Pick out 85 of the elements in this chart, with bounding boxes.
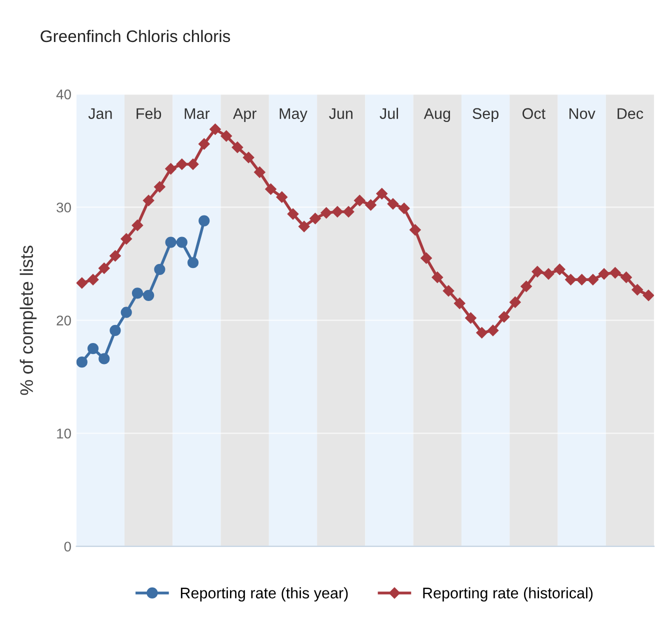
point xyxy=(142,194,154,206)
point xyxy=(298,220,310,232)
point xyxy=(87,274,99,286)
y-tick-label: 20 xyxy=(56,316,71,326)
annotation: Jun xyxy=(329,108,352,119)
point xyxy=(554,264,566,276)
y-tick-label: 40 xyxy=(56,90,71,100)
annotation: Jul xyxy=(380,108,398,119)
point xyxy=(410,224,421,236)
point xyxy=(420,252,432,264)
point xyxy=(520,280,532,292)
point xyxy=(454,298,466,309)
point xyxy=(143,290,154,301)
annotation: May xyxy=(280,108,308,122)
point xyxy=(310,212,321,224)
legend-label: Reporting rate (this year) xyxy=(180,587,348,602)
point xyxy=(320,207,332,218)
y-tick-label: 10 xyxy=(57,428,71,438)
annotation: Aug xyxy=(424,108,450,122)
point xyxy=(198,215,210,226)
annotation: Sep xyxy=(472,108,498,122)
point xyxy=(76,356,88,368)
point xyxy=(165,163,176,174)
point xyxy=(365,199,376,211)
point xyxy=(332,206,344,218)
point xyxy=(154,264,166,275)
point xyxy=(254,166,266,178)
point xyxy=(265,184,276,195)
point xyxy=(220,130,232,142)
point xyxy=(98,262,110,274)
point xyxy=(376,188,388,200)
point xyxy=(110,250,121,262)
point xyxy=(287,208,299,220)
point xyxy=(442,285,454,296)
point xyxy=(120,233,132,244)
point xyxy=(542,268,554,280)
annotation: Jan xyxy=(88,108,112,119)
point xyxy=(642,290,654,302)
point xyxy=(165,236,176,248)
point xyxy=(354,194,366,206)
point xyxy=(610,267,621,278)
y-axis-title: % of complete lists xyxy=(20,246,37,395)
point xyxy=(210,124,221,135)
point xyxy=(187,257,199,268)
point xyxy=(187,158,199,170)
point xyxy=(432,272,444,283)
annotation: Nov xyxy=(570,108,596,119)
point xyxy=(198,138,210,150)
point xyxy=(387,198,399,210)
point xyxy=(465,312,476,324)
point xyxy=(487,324,499,336)
annotation: Dec xyxy=(618,108,644,119)
point xyxy=(576,274,588,286)
point xyxy=(120,306,132,318)
point xyxy=(154,181,166,192)
point xyxy=(476,327,488,338)
point xyxy=(398,202,410,214)
point xyxy=(110,324,121,336)
y-tick-label: 30 xyxy=(56,202,71,212)
annotation: Mar xyxy=(184,108,210,119)
annotation: Feb xyxy=(136,108,162,119)
point xyxy=(98,353,110,364)
annotation: Oct xyxy=(522,108,546,119)
y-tick-label: 0 xyxy=(64,542,71,552)
point xyxy=(632,284,643,296)
point xyxy=(242,152,254,164)
point xyxy=(598,268,610,280)
annotation: Apr xyxy=(232,108,256,122)
point xyxy=(510,296,521,308)
chart-title: Greenfinch Chloris chloris xyxy=(40,30,230,42)
point xyxy=(232,142,244,153)
point xyxy=(342,206,354,218)
legend-label: Reporting rate (historical) xyxy=(423,587,593,602)
point xyxy=(532,266,543,278)
point xyxy=(176,236,188,248)
point xyxy=(587,274,599,286)
point xyxy=(132,220,144,231)
point xyxy=(498,311,510,322)
point xyxy=(132,288,144,299)
point xyxy=(620,272,632,283)
point xyxy=(565,274,576,286)
point xyxy=(176,158,188,170)
point xyxy=(76,277,88,289)
point xyxy=(87,342,99,354)
point xyxy=(276,191,288,203)
